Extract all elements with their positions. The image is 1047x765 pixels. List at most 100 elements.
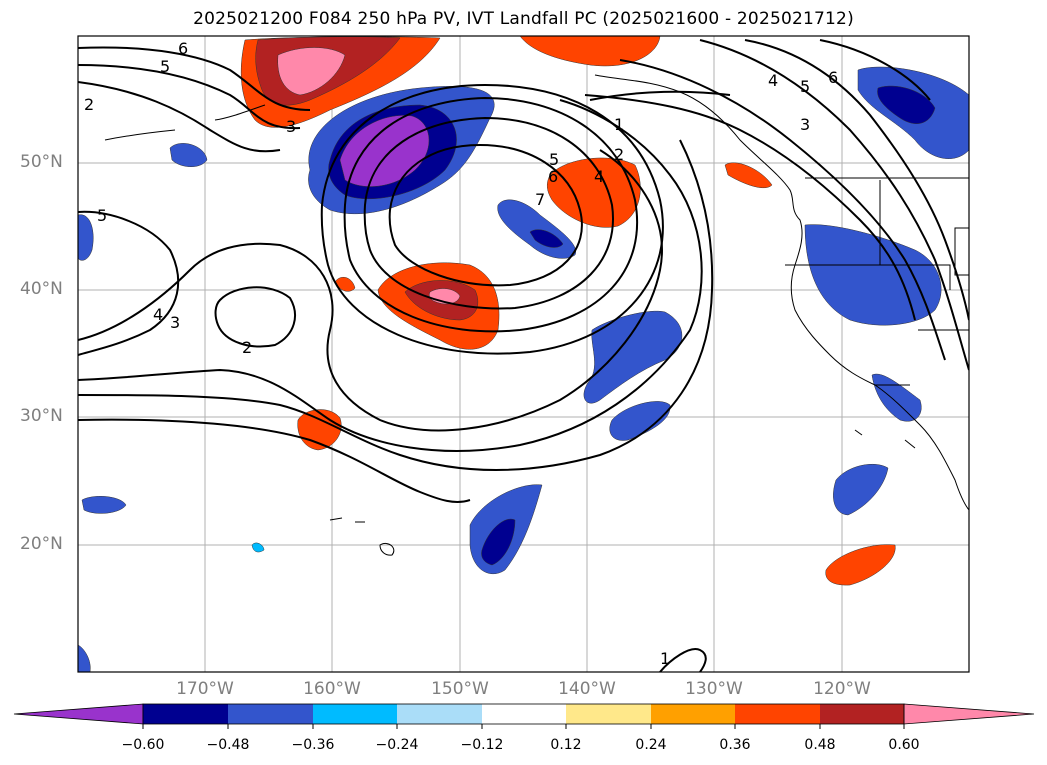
- pv-contour: [78, 418, 471, 503]
- negative-anomaly-region: [871, 373, 922, 422]
- contour-label: 5: [549, 150, 559, 169]
- negative-anomaly-region: [804, 224, 942, 326]
- contour-label: 4: [153, 305, 163, 324]
- colorbar-swatch: [482, 704, 566, 724]
- lat-label-30n: 30°N: [20, 406, 63, 426]
- contour-label: 2: [614, 145, 624, 164]
- positive-anomaly-region: [825, 544, 896, 586]
- colorbar-tick-label: −0.48: [206, 737, 250, 753]
- negative-anomaly-region: [169, 143, 208, 167]
- map-title: 2025021200 F084 250 hPa PV, IVT Landfall…: [193, 9, 854, 29]
- pv-contour: [388, 143, 583, 287]
- negative-anomaly-region: [609, 401, 671, 441]
- contour-label: 7: [535, 190, 545, 209]
- lon-label-140w: 140°W: [558, 679, 616, 699]
- colorbar-swatch: [143, 704, 228, 724]
- pv-contour: [819, 39, 931, 101]
- colorbar-tick-label: 0.48: [804, 737, 836, 753]
- colorbar-tick-label: −0.12: [460, 737, 504, 753]
- contour-labels: 6 5 2 5 4 3 2 3 1 2 5 6 4 7 4 5 6 3 1: [84, 39, 838, 668]
- colorbar-extend-low: [13, 703, 144, 725]
- colorbar-outline: [142, 703, 905, 725]
- negative-anomaly-region: [833, 464, 889, 516]
- pv-contour: [78, 149, 663, 432]
- pv-contour: [699, 39, 969, 371]
- pv-contour: [589, 90, 731, 101]
- contour-label: 2: [242, 338, 252, 357]
- negative-anomaly-region: [877, 85, 936, 124]
- colorbar-swatch: [820, 704, 904, 724]
- negative-anomaly-region: [78, 214, 94, 261]
- colorbar-swatch: [228, 704, 313, 724]
- colorbar-swatch: [651, 704, 735, 724]
- pv-contour: [78, 81, 281, 153]
- pv-contour: [619, 59, 946, 361]
- coastline: [214, 104, 266, 121]
- colorbar-tick-label: −0.24: [375, 737, 419, 753]
- map-gridlines: [78, 36, 969, 672]
- negative-anomaly-region: [81, 496, 127, 514]
- colorbar-tick-label: −0.60: [121, 737, 165, 753]
- pv-contour: [78, 99, 703, 452]
- positive-anomaly-region: [334, 276, 356, 292]
- pv-contour: [343, 96, 639, 333]
- pv-contour: [744, 39, 969, 321]
- negative-anomaly-region: [583, 310, 683, 404]
- lon-label-150w: 150°W: [431, 679, 489, 699]
- lat-label-50n: 50°N: [20, 152, 63, 172]
- lat-label-20n: 20°N: [20, 534, 63, 554]
- contour-label: 6: [548, 167, 558, 186]
- contour-label: 6: [828, 68, 838, 87]
- contour-label: 3: [170, 313, 180, 332]
- contour-label: 5: [160, 57, 170, 76]
- contour-label: 5: [800, 77, 810, 96]
- pv-contour: [584, 94, 916, 321]
- colorbar: [13, 703, 1035, 729]
- contour-label: 4: [594, 167, 604, 186]
- pv-contour: [78, 46, 311, 111]
- colorbar-tick-label: 0.60: [888, 737, 920, 753]
- pv-contours: [78, 39, 969, 672]
- contour-label: 1: [660, 649, 670, 668]
- contour-label: 2: [84, 95, 94, 114]
- colorbar-tick-label: 0.24: [635, 737, 667, 753]
- pv-contour: [320, 83, 664, 355]
- negative-anomaly-region: [529, 229, 564, 248]
- contour-label: 1: [614, 115, 624, 134]
- pv-contour: [363, 116, 614, 310]
- negative-anomaly-region: [339, 115, 430, 187]
- coastline: [594, 74, 969, 511]
- positive-anomaly-region: [547, 157, 641, 228]
- coastline: [954, 227, 969, 276]
- positive-anomaly-region: [277, 47, 346, 96]
- colorbar-tick-label: 0.36: [719, 737, 751, 753]
- coastline: [785, 264, 951, 290]
- colorbar-swatch: [397, 704, 482, 724]
- pv-contour: [78, 64, 301, 130]
- lon-label-160w: 160°W: [303, 679, 361, 699]
- lon-label-130w: 130°W: [685, 679, 743, 699]
- colorbar-swatch: [313, 704, 397, 724]
- colorbar-tick-label: −0.36: [291, 737, 335, 753]
- colorbar-swatch: [566, 704, 651, 724]
- coastline: [104, 129, 176, 141]
- contour-label: 4: [768, 71, 778, 90]
- contour-label: 3: [800, 115, 810, 134]
- coastlines: [104, 74, 969, 556]
- negative-anomaly-region: [78, 644, 91, 672]
- coastline: [329, 517, 395, 556]
- negative-anomaly-region: [251, 542, 265, 553]
- contour-label: 5: [97, 206, 107, 225]
- negative-anomaly-region: [481, 518, 516, 566]
- pv-contour: [214, 286, 296, 348]
- colorbar-extend-high: [903, 703, 1035, 725]
- positive-anomaly-region: [724, 162, 773, 189]
- pv-contour: [659, 648, 707, 672]
- contour-label: 3: [286, 117, 296, 136]
- lon-label-120w: 120°W: [813, 679, 871, 699]
- colorbar-tick-label: 0.12: [550, 737, 582, 753]
- colorbar-swatch: [735, 704, 820, 724]
- pv-contour: [78, 139, 714, 471]
- coastline: [854, 429, 916, 449]
